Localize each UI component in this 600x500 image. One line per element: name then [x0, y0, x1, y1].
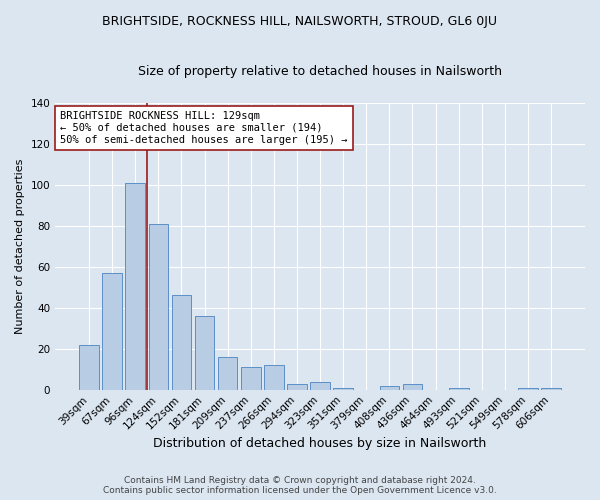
- Bar: [125, 182, 145, 390]
- Bar: [334, 388, 353, 390]
- Text: Contains HM Land Registry data © Crown copyright and database right 2024.
Contai: Contains HM Land Registry data © Crown c…: [103, 476, 497, 495]
- Bar: [518, 388, 538, 390]
- Bar: [103, 273, 122, 390]
- Bar: [149, 224, 168, 390]
- Bar: [380, 386, 399, 390]
- Bar: [218, 357, 238, 390]
- Bar: [541, 388, 561, 390]
- Text: BRIGHTSIDE ROCKNESS HILL: 129sqm
← 50% of detached houses are smaller (194)
50% : BRIGHTSIDE ROCKNESS HILL: 129sqm ← 50% o…: [61, 112, 348, 144]
- Bar: [403, 384, 422, 390]
- Bar: [241, 367, 260, 390]
- Title: Size of property relative to detached houses in Nailsworth: Size of property relative to detached ho…: [138, 65, 502, 78]
- Bar: [287, 384, 307, 390]
- Bar: [79, 344, 99, 390]
- Bar: [195, 316, 214, 390]
- Y-axis label: Number of detached properties: Number of detached properties: [15, 158, 25, 334]
- X-axis label: Distribution of detached houses by size in Nailsworth: Distribution of detached houses by size …: [154, 437, 487, 450]
- Bar: [264, 365, 284, 390]
- Bar: [172, 296, 191, 390]
- Bar: [310, 382, 330, 390]
- Bar: [449, 388, 469, 390]
- Text: BRIGHTSIDE, ROCKNESS HILL, NAILSWORTH, STROUD, GL6 0JU: BRIGHTSIDE, ROCKNESS HILL, NAILSWORTH, S…: [103, 15, 497, 28]
